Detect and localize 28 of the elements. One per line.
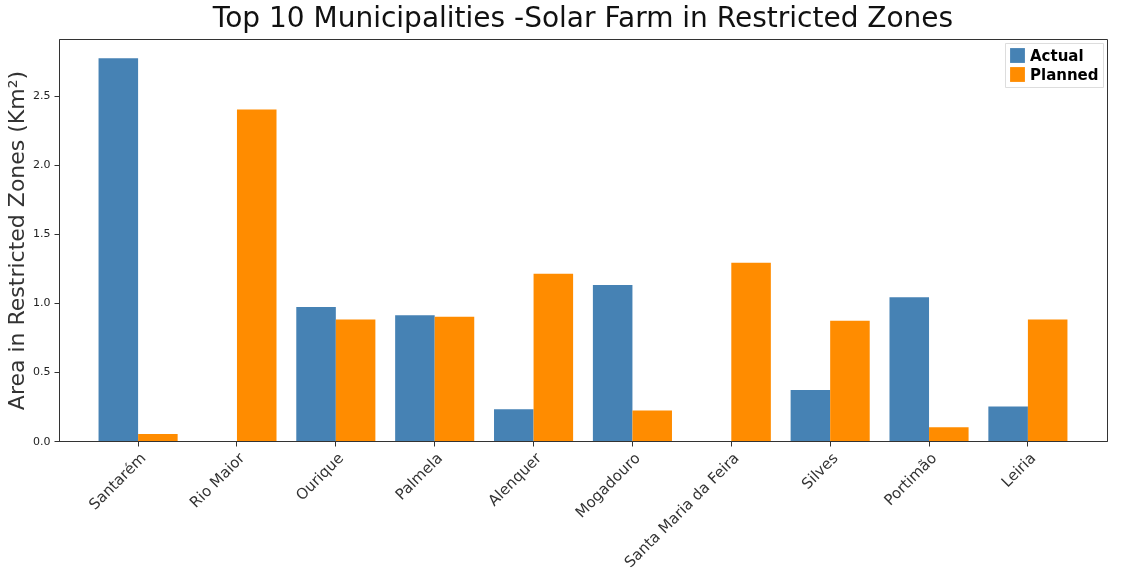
y-tick-label: 0.0: [33, 434, 51, 448]
y-tick-label: 1.0: [33, 296, 51, 310]
bar: [494, 409, 534, 441]
y-tick-label: 0.5: [33, 365, 51, 379]
chart-title: Top 10 Municipalities -Solar Farm in Restricted Zones: [211, 1, 954, 34]
bar: [889, 297, 930, 441]
bar: [1027, 319, 1068, 441]
legend-label: Actual: [1030, 46, 1084, 65]
bar: [929, 427, 969, 441]
y-tick-label: 2.0: [33, 158, 51, 172]
bar: [533, 273, 574, 441]
bar: [731, 262, 771, 441]
bar: [434, 316, 475, 441]
bar: [335, 319, 376, 441]
bar: [632, 410, 672, 441]
bar: [988, 406, 1028, 441]
y-tick-label: 1.5: [33, 227, 51, 241]
bar: [236, 109, 277, 441]
legend-label: Planned: [1030, 65, 1099, 84]
bar: [592, 284, 633, 441]
bar: [830, 320, 870, 441]
y-axis-title: Area in Restricted Zones (Km²): [4, 70, 30, 411]
bar: [98, 58, 139, 441]
bar: [296, 307, 336, 441]
y-tick-label: 2.5: [33, 89, 51, 103]
bar: [138, 434, 178, 441]
bar: [395, 315, 435, 441]
bar: [790, 389, 831, 441]
